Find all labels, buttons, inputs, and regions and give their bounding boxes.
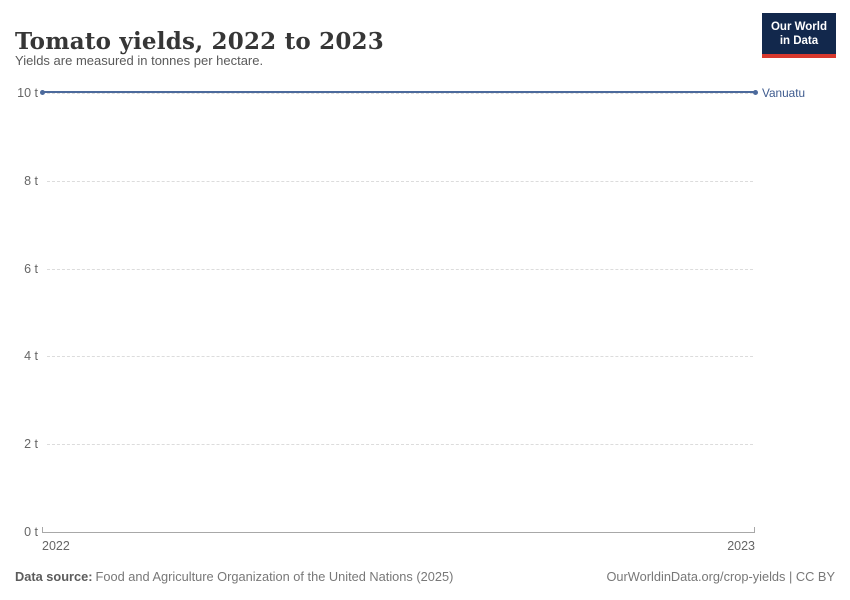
data-source-text: Food and Agriculture Organization of the… <box>95 569 454 584</box>
owid-credit-link[interactable]: OurWorldinData.org/crop-yields | CC BY <box>606 569 835 584</box>
y-axis-tick-label: 0 t <box>24 525 38 539</box>
gridline <box>47 180 753 182</box>
x-axis-tick <box>42 527 43 532</box>
series-endpoint-dot[interactable] <box>39 89 45 95</box>
owid-logo-line1: Our World <box>770 21 827 33</box>
y-axis-tick-label: 2 t <box>24 437 38 452</box>
gridline <box>47 444 753 446</box>
gridline <box>47 268 753 270</box>
y-axis-tick-label: 10 t <box>17 86 38 100</box>
x-axis-year-label: 2023 <box>727 539 755 553</box>
y-axis-tick-label: 4 t <box>24 349 38 364</box>
series-line-vanuatu[interactable] <box>42 91 755 93</box>
chart-footer: Data source: Food and Agriculture Organiz… <box>15 569 835 585</box>
chart-title: Tomato yields, 2022 to 2023 <box>15 28 384 56</box>
gridline <box>47 93 753 94</box>
x-axis-line <box>42 532 755 533</box>
y-axis-tick-label: 8 t <box>24 173 38 188</box>
series-entity-label[interactable]: Vanuatu <box>762 86 806 100</box>
owid-logo[interactable]: Our World in Data <box>761 13 836 58</box>
series-endpoint-dot[interactable] <box>752 89 758 95</box>
y-axis-tick-label: 6 t <box>24 261 38 276</box>
owid-logo-line2: in Data <box>779 35 819 48</box>
chart-subtitle: Yields are measured in tonnes per hectar… <box>15 53 264 68</box>
data-source-label: Data source: <box>15 569 93 584</box>
x-axis-year-label: 2022 <box>42 539 70 553</box>
gridline <box>47 356 753 358</box>
x-axis-tick <box>754 527 755 532</box>
